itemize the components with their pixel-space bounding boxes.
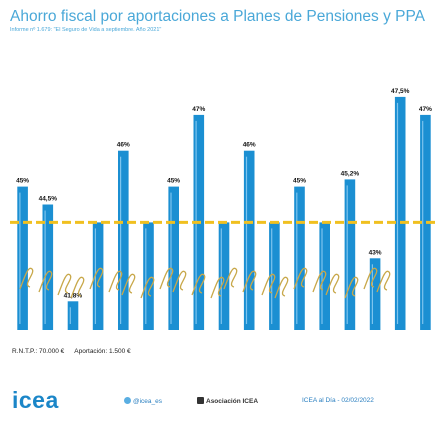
icea-logo: icea [12, 387, 59, 413]
bar [118, 150, 129, 330]
bar-highlight [346, 185, 348, 324]
bar-highlight [220, 228, 222, 324]
footnote-aportacion: Aportación: 1.500 € [74, 348, 131, 355]
signature-decoration [19, 267, 391, 299]
footer: icea @icea_es Asociación ICEA ICEA al Dí… [0, 384, 448, 440]
bar-highlight [371, 264, 373, 324]
bar-highlight [396, 102, 399, 325]
data-label: 45,2% [341, 170, 360, 177]
signature-stroke [140, 276, 155, 299]
bar-highlight [120, 156, 122, 324]
linkedin-icon [197, 397, 204, 404]
bar [420, 114, 431, 331]
bar-highlight [170, 192, 172, 324]
bar [394, 96, 406, 331]
twitter-icon [124, 397, 131, 404]
data-label: 44,5% [39, 196, 58, 203]
bar-highlight [44, 210, 46, 324]
signature-stroke [261, 273, 276, 296]
bar [369, 258, 381, 330]
data-label: 47,5% [391, 88, 410, 95]
twitter-handle[interactable]: @icea_es [124, 397, 162, 405]
signature-stroke [312, 270, 327, 293]
bar [92, 222, 104, 330]
data-label: 43% [369, 249, 382, 256]
signature-stroke [89, 267, 104, 290]
data-label: 41,8% [64, 292, 83, 299]
signature-stroke [223, 267, 238, 290]
data-label: 47% [419, 106, 432, 113]
bar-highlight [145, 228, 147, 324]
bar-highlight [271, 228, 273, 324]
bar [143, 222, 154, 330]
bar [218, 222, 230, 330]
chart-subtitle: Informe nº 1.679: "El Seguro de Vida a s… [10, 27, 162, 33]
data-label: 46% [117, 142, 130, 149]
signature-stroke [38, 270, 53, 293]
linkedin-handle[interactable]: Asociación ICEA [197, 397, 258, 405]
bar [168, 186, 179, 330]
bar-highlight [69, 307, 71, 324]
signature-stroke [242, 270, 257, 293]
signature-stroke [376, 270, 391, 293]
signature-stroke [172, 270, 187, 293]
bar-highlight [245, 156, 248, 324]
signature-stroke [191, 273, 206, 296]
bar-highlight [296, 192, 298, 324]
signature-stroke [210, 276, 225, 299]
signature-stroke [57, 273, 72, 296]
signature-stroke [325, 273, 340, 296]
bar [294, 186, 305, 330]
bar-highlight [422, 120, 424, 325]
data-label: 45% [16, 178, 29, 185]
bar [17, 186, 28, 330]
data-label: 45% [167, 178, 180, 185]
signature-stroke [274, 276, 289, 299]
linkedin-text: Asociación ICEA [206, 398, 259, 405]
footnote: R.N.T.P.: 70.000 € Aportación: 1.500 € [12, 348, 131, 355]
bar-chart: 45% 44,5% 41,8% 46% 45% 47% 46% 45% 45,2% 43% 47,5… [10, 88, 438, 331]
chart-title: Ahorro fiscal por aportaciones a Planes … [10, 8, 426, 25]
signature-stroke [159, 267, 174, 290]
footnote-rntp: R.N.T.P.: 70.000 € [12, 348, 65, 355]
data-label: 47% [192, 106, 205, 113]
bar-highlight [321, 228, 323, 324]
bar-highlight [19, 192, 21, 324]
signature-stroke [70, 276, 85, 299]
bar [42, 204, 54, 330]
signature-stroke [344, 276, 359, 299]
data-label: 45% [293, 178, 306, 185]
signature-stroke [108, 270, 123, 293]
bar [243, 150, 255, 330]
source-label: ICEA al Día - 02/02/2022 [302, 397, 374, 404]
data-label: 46% [243, 142, 256, 149]
signature-stroke [293, 267, 308, 290]
signature-stroke [121, 273, 136, 296]
twitter-text: @icea_es [133, 398, 163, 405]
bar [344, 179, 356, 330]
signature-stroke [363, 267, 378, 290]
signature-stroke [19, 267, 34, 290]
bar [67, 301, 79, 330]
